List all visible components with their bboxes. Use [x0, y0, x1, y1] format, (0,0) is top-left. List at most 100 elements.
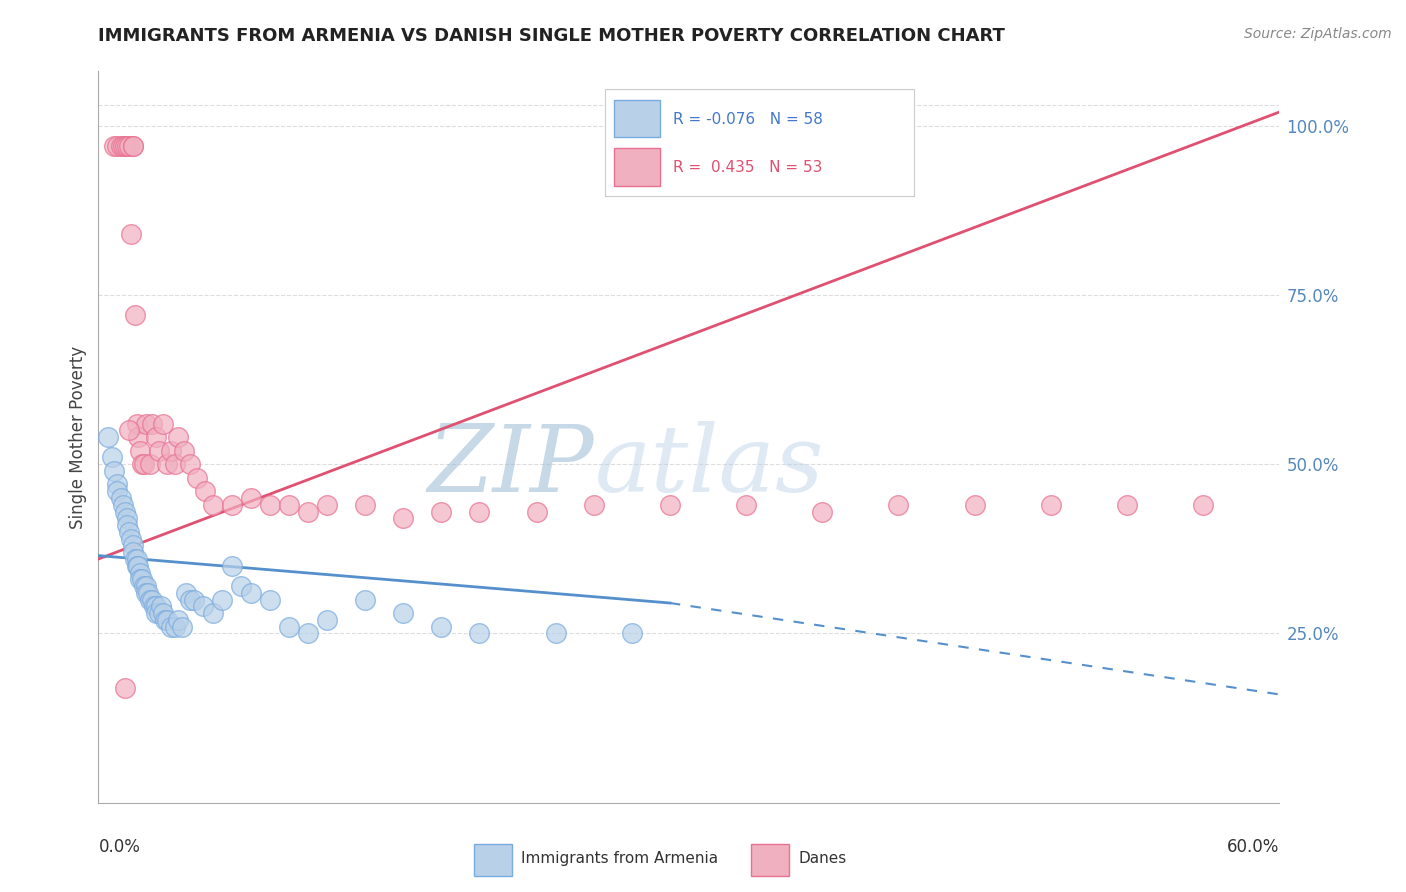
Point	[239, 491, 262, 505]
Point	[125, 552, 148, 566]
Point	[118, 524, 141, 539]
Point	[129, 443, 152, 458]
Point	[735, 498, 758, 512]
Point	[114, 681, 136, 695]
Point	[103, 139, 125, 153]
Point	[392, 606, 415, 620]
Point	[127, 430, 149, 444]
Point	[124, 552, 146, 566]
Point	[430, 505, 453, 519]
Point	[211, 592, 233, 607]
FancyBboxPatch shape	[614, 148, 661, 186]
Point	[125, 417, 148, 431]
Point	[148, 443, 170, 458]
Point	[468, 505, 491, 519]
Point	[544, 626, 567, 640]
Point	[620, 626, 643, 640]
Point	[107, 484, 129, 499]
Point	[167, 613, 190, 627]
Text: atlas: atlas	[595, 421, 824, 511]
Point	[107, 477, 129, 491]
Point	[152, 606, 174, 620]
Point	[97, 430, 120, 444]
Point	[179, 457, 201, 471]
Text: 60.0%: 60.0%	[1227, 838, 1279, 855]
Point	[134, 457, 156, 471]
Point	[141, 417, 163, 431]
Point	[194, 484, 217, 499]
Point	[127, 558, 149, 573]
Point	[163, 457, 186, 471]
Point	[430, 620, 453, 634]
Point	[468, 626, 491, 640]
Point	[259, 592, 281, 607]
Point	[963, 498, 986, 512]
Point	[582, 498, 605, 512]
Point	[112, 139, 135, 153]
Point	[231, 579, 253, 593]
FancyBboxPatch shape	[474, 844, 512, 876]
Point	[110, 139, 132, 153]
Point	[316, 613, 339, 627]
Point	[526, 505, 548, 519]
Point	[1116, 498, 1139, 512]
Point	[135, 586, 157, 600]
Point	[121, 139, 143, 153]
Text: Immigrants from Armenia: Immigrants from Armenia	[522, 851, 718, 866]
Point	[167, 430, 190, 444]
Point	[118, 139, 141, 153]
Point	[173, 443, 195, 458]
Point	[115, 511, 138, 525]
Point	[125, 558, 148, 573]
Point	[139, 457, 162, 471]
FancyBboxPatch shape	[614, 100, 661, 137]
Point	[152, 417, 174, 431]
Point	[103, 464, 125, 478]
Point	[316, 498, 339, 512]
Point	[134, 579, 156, 593]
Point	[142, 599, 165, 614]
Point	[114, 505, 136, 519]
Point	[159, 620, 181, 634]
Text: IMMIGRANTS FROM ARMENIA VS DANISH SINGLE MOTHER POVERTY CORRELATION CHART: IMMIGRANTS FROM ARMENIA VS DANISH SINGLE…	[98, 27, 1005, 45]
Point	[174, 586, 197, 600]
Point	[135, 579, 157, 593]
Point	[159, 443, 181, 458]
Point	[150, 599, 173, 614]
Point	[1192, 498, 1215, 512]
Point	[193, 599, 215, 614]
Point	[201, 498, 224, 512]
Point	[115, 518, 138, 533]
Point	[115, 139, 138, 153]
Point	[392, 511, 415, 525]
Point	[145, 599, 167, 614]
Point	[221, 558, 243, 573]
Point	[259, 498, 281, 512]
Point	[121, 139, 143, 153]
Point	[183, 592, 205, 607]
Text: 0.0%: 0.0%	[98, 838, 141, 855]
Point	[112, 498, 135, 512]
Point	[277, 620, 299, 634]
Point	[120, 532, 142, 546]
Point	[145, 606, 167, 620]
Point	[145, 430, 167, 444]
Point	[153, 613, 176, 627]
Text: Source: ZipAtlas.com: Source: ZipAtlas.com	[1244, 27, 1392, 41]
Y-axis label: Single Mother Poverty: Single Mother Poverty	[69, 345, 87, 529]
Point	[129, 572, 152, 586]
Point	[131, 457, 153, 471]
Text: ZIP: ZIP	[427, 421, 595, 511]
Point	[100, 450, 122, 465]
Point	[297, 626, 319, 640]
Text: R =  0.435   N = 53: R = 0.435 N = 53	[672, 160, 823, 175]
Point	[141, 592, 163, 607]
FancyBboxPatch shape	[751, 844, 789, 876]
Point	[658, 498, 681, 512]
Point	[277, 498, 299, 512]
Text: Danes: Danes	[799, 851, 846, 866]
Point	[172, 620, 194, 634]
Point	[120, 227, 142, 241]
Point	[811, 505, 834, 519]
Point	[118, 423, 141, 437]
